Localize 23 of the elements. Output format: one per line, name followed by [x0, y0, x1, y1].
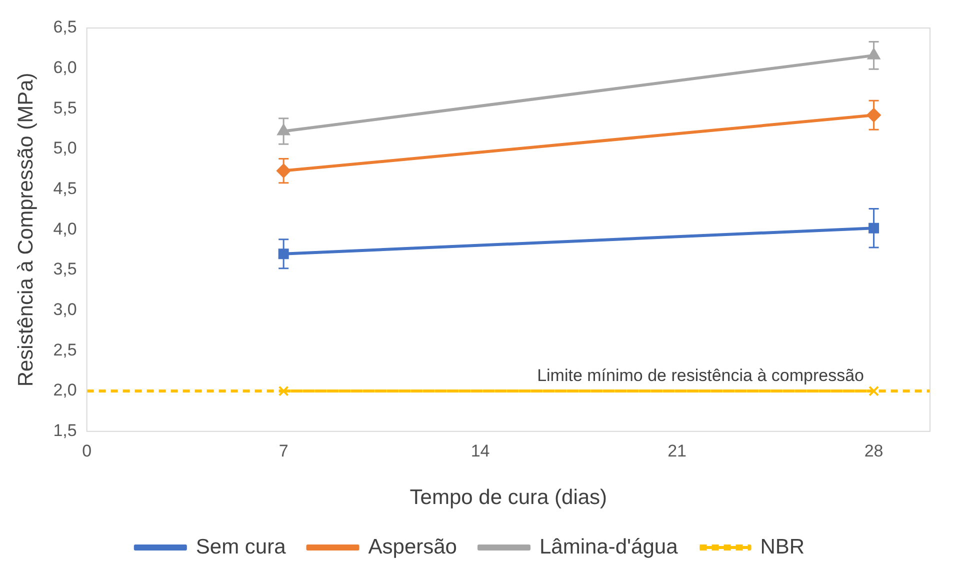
x-tick-label: 0: [82, 441, 92, 460]
y-tick-label: 2,5: [53, 340, 77, 360]
x-axis-title: Tempo de cura (dias): [410, 486, 608, 510]
y-axis-title: Resistência à Compressão (MPa): [14, 72, 38, 387]
legend-label: Aspersão: [368, 535, 457, 558]
y-tick-label: 4,0: [53, 219, 77, 238]
y-tick-label: 5,5: [53, 98, 77, 118]
ref-line-label: Limite mínimo de resistência à compressão: [537, 366, 864, 386]
y-tick-label: 6,0: [53, 58, 77, 78]
y-tick-label: 1,5: [53, 421, 77, 440]
y-tick-label: 4,5: [53, 179, 77, 198]
x-tick-label: 28: [864, 441, 884, 460]
y-tick-label: 6,5: [53, 18, 77, 37]
y-tick-label: 2,0: [53, 380, 77, 400]
y-tick-label: 3,0: [53, 300, 77, 320]
x-tick-label: 21: [668, 441, 687, 460]
x-tick-label: 14: [470, 441, 490, 460]
legend-label: Lâmina-d'água: [539, 535, 678, 558]
legend-label: Sem cura: [196, 535, 286, 558]
y-tick-label: 3,5: [53, 260, 77, 279]
x-tick-label: 7: [278, 441, 288, 460]
legend-label: NBR: [760, 535, 805, 558]
y-tick-label: 5,0: [53, 138, 77, 158]
